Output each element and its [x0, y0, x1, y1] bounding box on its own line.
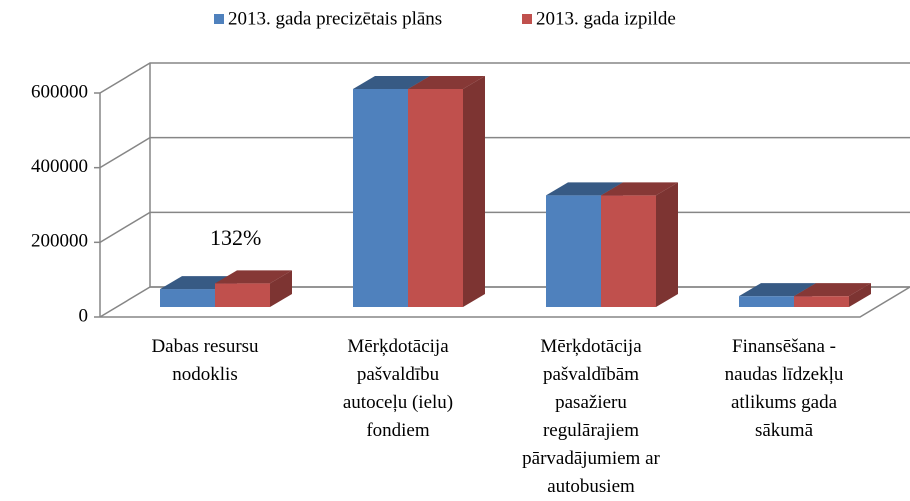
bar-front	[794, 296, 849, 307]
bar-front	[601, 195, 656, 307]
legend-label: 2013. gada izpilde	[536, 8, 676, 29]
annotation: 132%	[210, 225, 261, 250]
bar-front	[215, 283, 270, 307]
bar-top	[215, 270, 292, 284]
bar-top	[546, 182, 623, 196]
bar-side	[463, 75, 485, 308]
grid-line	[99, 62, 910, 94]
bar-top	[794, 283, 871, 297]
bar-front	[546, 195, 601, 307]
legend-swatch	[214, 14, 224, 24]
x-tick-label: Dabas resursu nodoklis	[151, 336, 259, 385]
grid-line	[99, 136, 910, 169]
y-tick-label: 400000	[31, 156, 88, 177]
x-tick-label: Mērķdotācija pašvaldību autoceļu (ielu) …	[342, 336, 454, 441]
x-tick-label: Finansēšana - naudas līdzekļu atlikums g…	[724, 336, 844, 441]
bar-front	[160, 289, 215, 307]
bar-front	[353, 88, 408, 308]
bar-side	[270, 270, 292, 307]
legend-label: 2013. gada precizētais plāns	[228, 8, 442, 29]
bar-top	[739, 283, 816, 297]
bar-top	[353, 75, 430, 89]
legend-swatch	[522, 14, 532, 24]
bar-top	[408, 75, 485, 89]
y-tick-label: 0	[79, 305, 89, 326]
bar-front	[408, 88, 463, 308]
x-tick-label: Mērķdotācija pašvaldībām pasažieru regul…	[522, 336, 660, 497]
bar-top	[601, 182, 678, 196]
y-tick-label: 600000	[31, 81, 88, 102]
bar-front	[739, 296, 794, 307]
legend: 2013. gada precizētais plāns 2013. gada i…	[214, 8, 676, 29]
y-tick-label: 200000	[31, 231, 88, 252]
bar-side	[849, 283, 871, 307]
bar-side	[656, 182, 678, 307]
